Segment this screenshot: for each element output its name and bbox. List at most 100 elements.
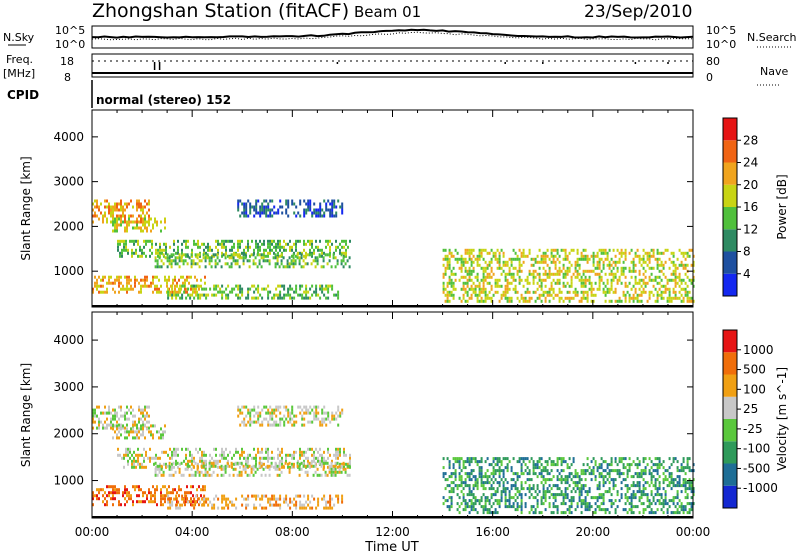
echo-cell [241,462,243,465]
y-tick-label: 1000 [53,264,84,278]
echo-cell [473,261,475,264]
echo-cell [671,499,673,502]
echo-cell [167,259,169,262]
echo-cell [613,267,615,270]
echo-cell [633,285,635,288]
echo-cell [665,285,667,288]
echo-cell [307,203,309,206]
echo-cell [327,418,329,421]
echo-cell [315,294,317,297]
echo-cell [619,261,621,264]
echo-cell [583,499,585,502]
echo-cell [499,502,501,505]
echo-cell [265,507,267,510]
echo-cell [553,460,555,463]
echo-cell [311,454,313,457]
echo-cell [98,488,100,491]
echo-cell [269,212,271,215]
echo-cell [597,469,599,472]
echo-cell [239,291,241,294]
echo-cell [521,481,523,484]
echo-cell [231,291,233,294]
echo-cell [269,424,271,427]
echo-cell [493,493,495,496]
echo-cell [303,209,305,212]
echo-cell [145,454,147,457]
echo-cell [187,288,189,291]
echo-cell [219,291,221,294]
echo-cell [225,448,227,451]
echo-cell [475,508,477,511]
echo-cell [179,471,181,474]
echo-cell [267,215,269,218]
echo-cell [569,466,571,469]
echo-cell [171,259,173,262]
echo-cell [503,264,505,267]
echo-cell [549,276,551,279]
echo-cell [521,463,523,466]
echo-cell [593,261,595,264]
echo-cell [287,215,289,218]
echo-cell [467,279,469,282]
echo-cell [269,259,271,262]
echo-cell [145,243,147,246]
echo-cell [112,488,114,491]
echo-cell [689,291,691,294]
echo-cell [269,246,271,249]
echo-cell [331,462,333,465]
echo-cell [679,505,681,508]
echo-cell [541,502,543,505]
echo-cell [635,252,637,255]
echo-cell [621,273,623,276]
echo-cell [213,465,215,468]
echo-cell [495,478,497,481]
echo-cell [341,253,343,256]
echo-cell [223,246,225,249]
echo-cell [181,504,183,507]
echo-cell [643,478,645,481]
echo-cell [181,285,183,288]
echo-cell [645,493,647,496]
echo-cell [215,294,217,297]
echo-cell [611,493,613,496]
echo-cell [96,494,98,497]
echo-cell [185,454,187,457]
echo-cell [321,409,323,412]
echo-cell [561,490,563,493]
echo-cell [329,468,331,471]
echo-cell [231,246,233,249]
echo-cell [443,472,445,475]
echo-cell [331,285,333,288]
colorbar-swatch [723,486,737,508]
echo-cell [595,511,597,514]
echo-cell [251,421,253,424]
echo-cell [641,294,643,297]
echo-cell [207,504,209,507]
echo-cell [343,259,345,262]
echo-cell [683,478,685,481]
echo-cell [553,505,555,508]
echo-cell [581,502,583,505]
echo-cell [337,291,339,294]
echo-cell [629,502,631,505]
echo-cell [655,276,657,279]
echo-cell [287,259,289,262]
echo-cell [533,487,535,490]
echo-cell [184,279,186,282]
echo-cell [259,424,261,427]
echo-cell [663,264,665,267]
echo-cell [223,474,225,477]
echo-cell [449,466,451,469]
echo-cell [511,466,513,469]
echo-cell [213,507,215,510]
echo-cell [305,507,307,510]
echo-cell [223,507,225,510]
echo-cell [283,297,285,300]
echo-cell [607,252,609,255]
echo-cell [106,221,108,224]
echo-cell [631,261,633,264]
echo-cell [547,255,549,258]
echo-cell [154,497,156,500]
echo-cell [545,279,547,282]
echo-cell [557,252,559,255]
